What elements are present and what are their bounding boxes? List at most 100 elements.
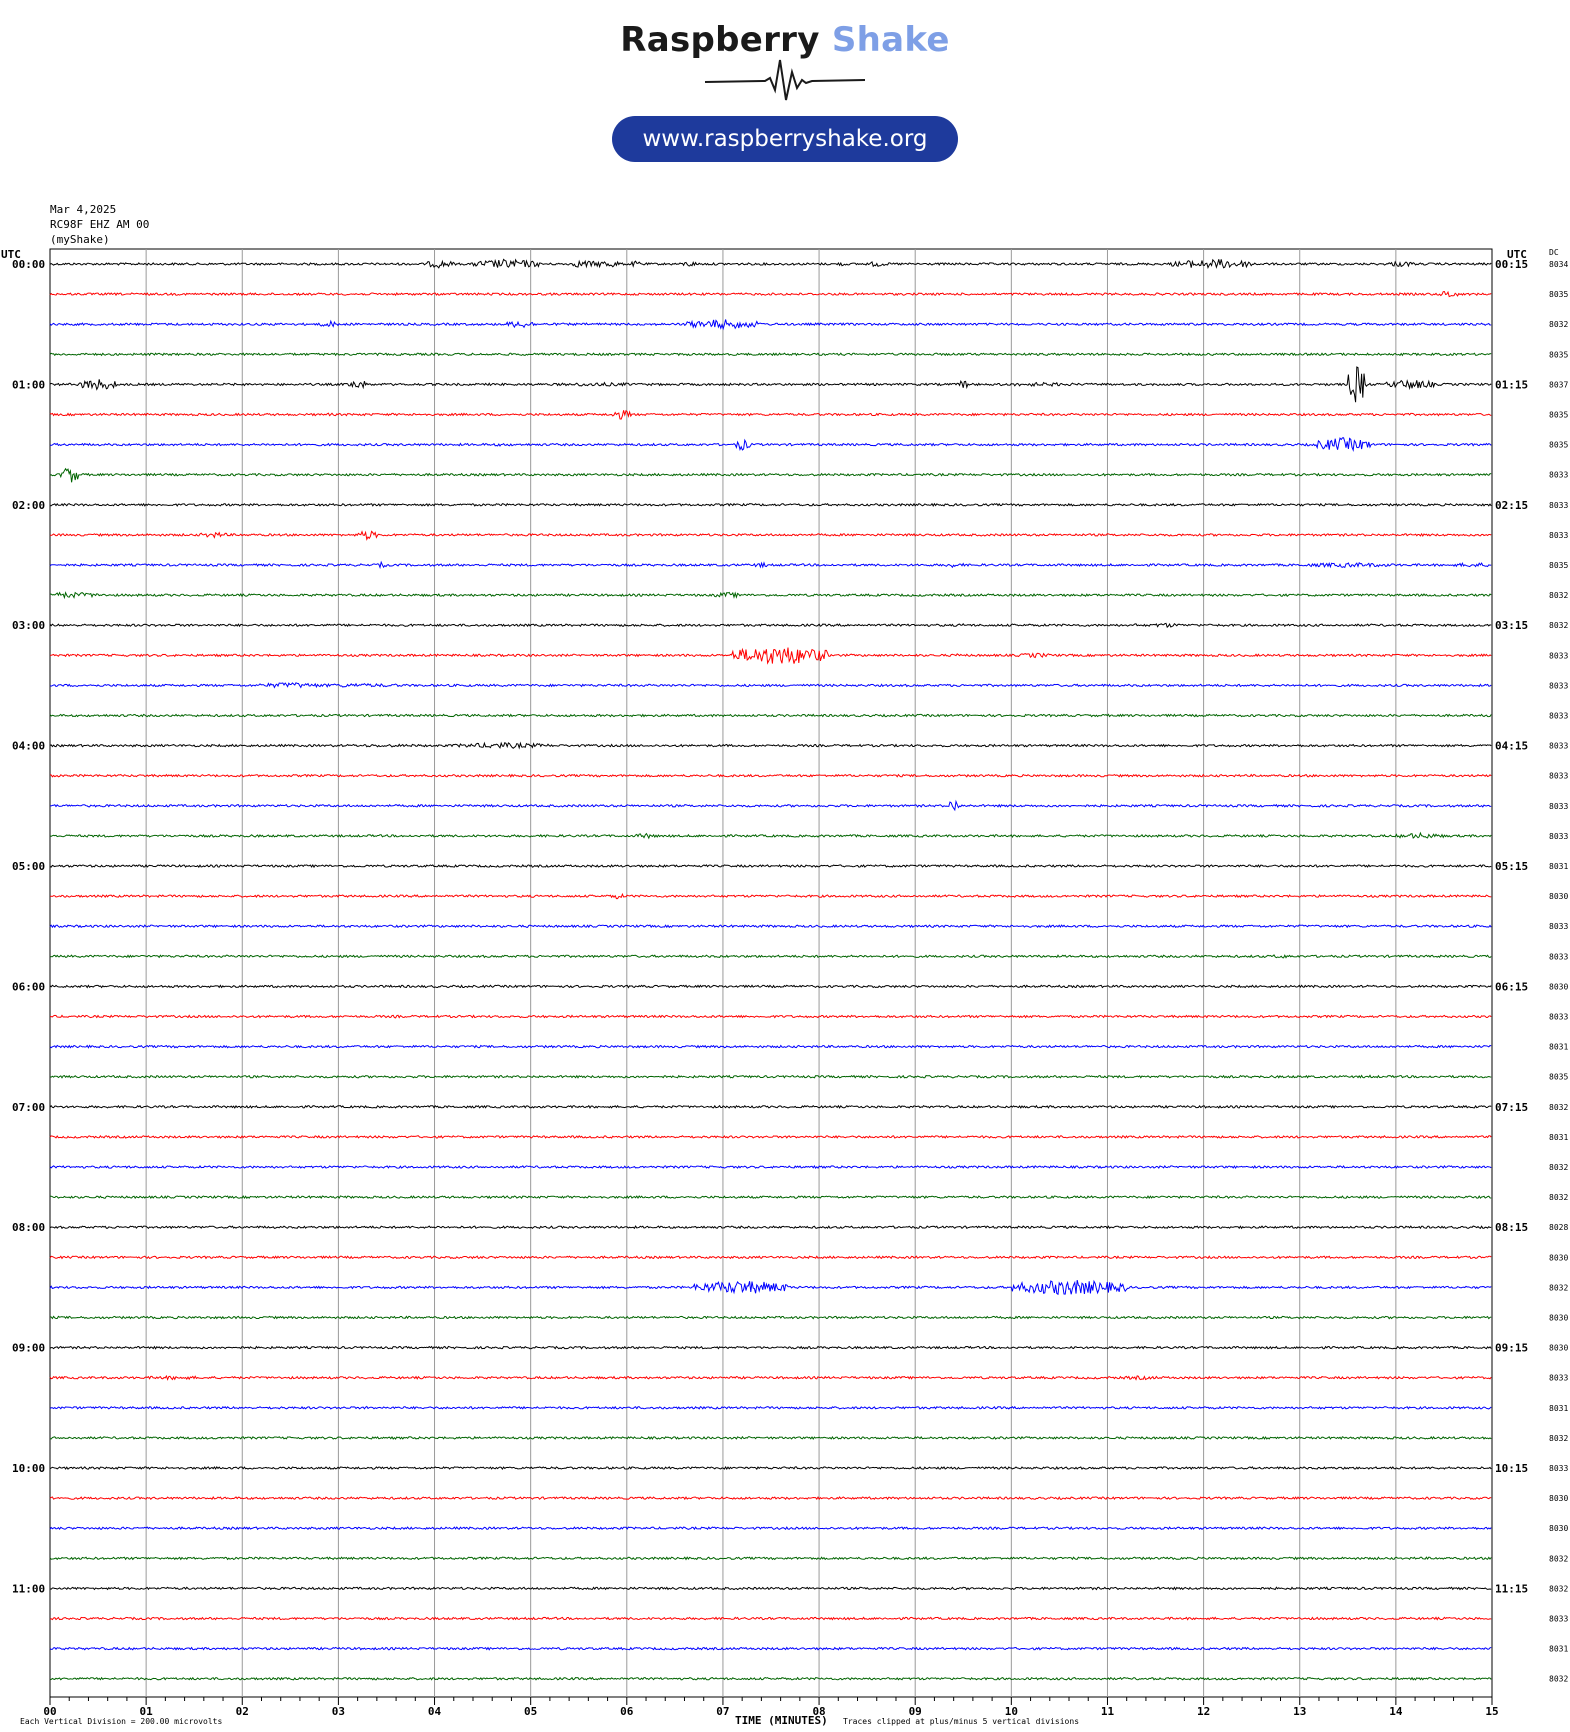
seismic-trace (50, 799, 1492, 812)
seismic-trace (49, 1074, 1492, 1079)
seismic-trace (49, 954, 1492, 959)
utc-left-label: UTC (1, 248, 21, 261)
seismic-trace (49, 831, 1492, 840)
utc-right-label: UTC (1507, 248, 1527, 261)
hour-label-left: 07:00 (12, 1101, 45, 1114)
seismic-trace (49, 1586, 1492, 1591)
hour-label-left: 08:00 (12, 1221, 45, 1234)
dc-value-label: 8033 (1549, 742, 1568, 751)
seismic-trace (49, 1435, 1492, 1440)
dc-value-label: 8032 (1549, 1584, 1568, 1593)
hour-label-left: 06:00 (12, 980, 45, 993)
dc-value-label: 8033 (1549, 471, 1568, 480)
x-tick-label: 04 (428, 1705, 442, 1718)
seismic-trace (49, 1225, 1492, 1230)
hour-label-left: 04:00 (12, 740, 45, 753)
seismic-trace (49, 290, 1492, 298)
dc-value-label: 8033 (1549, 651, 1568, 660)
x-tick-label: 10 (1005, 1705, 1018, 1718)
hour-label-left: 05:00 (12, 860, 45, 873)
dc-value-label: 8035 (1549, 350, 1568, 359)
hour-label-left: 00:00 (12, 258, 45, 271)
seismic-trace (49, 647, 1492, 665)
seismic-trace (49, 366, 1492, 403)
raspberry-shake-logo: Raspberry Shake www.raspberryshake.org (0, 0, 1570, 180)
dc-value-label: 8033 (1549, 1374, 1568, 1383)
seismic-trace (49, 622, 1492, 629)
dc-value-label: 8030 (1549, 1314, 1568, 1323)
dc-value-label: 8032 (1549, 1675, 1568, 1684)
dc-value-label: 8033 (1549, 922, 1568, 931)
seismic-trace (49, 1255, 1492, 1260)
plot-grid (49, 248, 1493, 1698)
x-tick-label: 09 (909, 1705, 922, 1718)
dc-value-label: 8033 (1549, 772, 1568, 781)
seismic-trace (49, 741, 1492, 750)
dc-value-label: 8035 (1549, 561, 1568, 570)
station-label: RC98F EHZ AM 00 (50, 218, 150, 231)
hour-label-right: 10:15 (1495, 1462, 1528, 1475)
hour-label-right: 09:15 (1495, 1342, 1528, 1355)
hour-label-right: 00:15 (1495, 258, 1528, 271)
hour-label-right: 04:15 (1495, 740, 1528, 753)
dc-value-label: 8033 (1549, 1615, 1568, 1624)
seismic-trace (49, 1466, 1492, 1471)
seismic-trace (49, 319, 1492, 331)
hour-label-left: 11:00 (12, 1582, 45, 1595)
dc-value-label: 8032 (1549, 1163, 1568, 1172)
hour-label-right: 08:15 (1495, 1221, 1528, 1234)
seismic-trace (49, 682, 1492, 689)
hour-label-right: 06:15 (1495, 980, 1528, 993)
seismic-trace (49, 1676, 1492, 1681)
dc-value-label: 8035 (1549, 411, 1568, 420)
dc-value-label: 8031 (1549, 862, 1568, 871)
dc-value-label: 8032 (1549, 1193, 1568, 1202)
trace-group (49, 258, 1492, 1681)
brand-name: Raspberry Shake (0, 20, 1570, 60)
dc-value-label: 8037 (1549, 380, 1568, 389)
seismic-trace (49, 1556, 1492, 1561)
hour-label-left: 09:00 (12, 1342, 45, 1355)
dc-value-label: 8030 (1549, 1524, 1568, 1533)
seismic-trace (49, 1345, 1492, 1350)
seismograph-logo-icon (704, 59, 866, 101)
hour-label-right: 11:15 (1495, 1582, 1528, 1595)
seismic-trace (49, 1014, 1492, 1019)
hour-label-left: 10:00 (12, 1462, 45, 1475)
dc-value-label: 8033 (1549, 832, 1568, 841)
seismic-trace (49, 409, 1492, 420)
seismic-trace (49, 713, 1492, 718)
dc-value-label: 8033 (1549, 531, 1568, 540)
dc-value-label: 8030 (1549, 1344, 1568, 1353)
brand-part1: Raspberry (620, 20, 820, 60)
seismic-trace (50, 502, 1492, 507)
seismic-trace (49, 773, 1492, 778)
dc-value-label: 8030 (1549, 982, 1568, 991)
x-axis-label: TIME (MINUTES) (735, 1714, 828, 1727)
seismic-trace (49, 591, 1492, 600)
dc-value-label: 8033 (1549, 681, 1568, 690)
x-tick-label: 07 (716, 1705, 729, 1718)
dc-value-label: 8035 (1549, 290, 1568, 299)
seismic-trace (49, 1134, 1492, 1139)
dc-value-label: 8032 (1549, 1554, 1568, 1563)
hour-label-left: 01:00 (12, 378, 45, 391)
hour-label-left: 03:00 (12, 619, 45, 632)
dc-value-label: 8033 (1549, 712, 1568, 721)
seismic-trace (49, 1044, 1492, 1049)
seismic-trace (49, 352, 1492, 357)
dc-value-label: 8031 (1549, 1133, 1568, 1142)
x-tick-label: 14 (1389, 1705, 1403, 1718)
seismic-trace (49, 1616, 1492, 1621)
dc-value-label: 8033 (1549, 952, 1568, 961)
seismic-trace (49, 863, 1492, 869)
seismic-trace (49, 1195, 1492, 1200)
x-tick-label: 08 (812, 1705, 825, 1718)
dc-value-label: 8033 (1549, 1464, 1568, 1473)
dc-value-label: 8033 (1549, 501, 1568, 510)
plot-frame (49, 248, 1493, 1698)
dc-value-label: 8033 (1549, 802, 1568, 811)
website-link[interactable]: www.raspberryshake.org (612, 116, 958, 162)
seismic-trace (50, 892, 1492, 900)
dc-value-label: 8032 (1549, 1283, 1568, 1292)
